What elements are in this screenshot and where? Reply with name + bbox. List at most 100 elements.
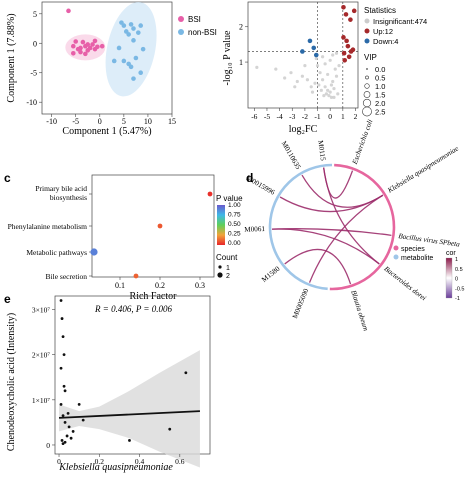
correlation-xtick-label: 0.6 (175, 457, 185, 466)
correlation-ytick-label: 3×10⁷ (32, 306, 50, 315)
chord-node-label: Bacteroides dorei (383, 265, 428, 303)
enrichment-category-label: Bile secretion (46, 272, 88, 281)
correlation-point (168, 427, 172, 431)
volcano-point-insignificant (319, 88, 323, 92)
volcano-point-up (341, 50, 347, 56)
volcano-point-up (348, 17, 353, 22)
cor-colorbar-tick: -0.5 (455, 286, 464, 292)
volcano-point-insignificant (305, 78, 310, 82)
volcano-point-insignificant (318, 71, 322, 75)
pca-xtick-label: 5 (122, 117, 126, 126)
pca-point-bsi (83, 51, 88, 57)
volcano-point-down (307, 38, 313, 44)
vip-legend-label: 1.5 (375, 91, 385, 100)
pca-point-bsi (78, 49, 83, 55)
enrichment-point (90, 248, 98, 256)
count-legend: Count 12 (216, 253, 238, 280)
enrichment-category-line: Primary bile acid (35, 184, 87, 193)
pca-point-bsi (87, 45, 93, 51)
pca-point-bsi (90, 42, 95, 47)
pca-xlabel: Component 1 (5.47%) (62, 126, 151, 137)
correlation-point (62, 384, 66, 388)
cor-colorbar-gradient (445, 257, 453, 299)
vip-legend-marker (365, 75, 369, 80)
correlation-point (77, 402, 81, 406)
chord-node-label: Blautia obeum (349, 289, 370, 332)
volcano-point-insignificant (331, 53, 335, 57)
correlation-ylabel: Chenodeoxycholic acid (Intensity) (6, 313, 17, 451)
volcano-point-up (351, 8, 357, 14)
volcano-point-insignificant (300, 74, 304, 78)
pvalue-colorbar-title: P value (216, 194, 243, 203)
vip-legend-marker (364, 83, 370, 89)
correlation-point (69, 436, 73, 440)
enrichment-xlabel: Rich Factor (130, 291, 178, 302)
pvalue-colorbar-tick: 0.25 (228, 231, 241, 238)
volcano-point-insignificant (314, 56, 318, 61)
enrichment-category-line: Bile secretion (46, 272, 88, 281)
enrichment-point (207, 191, 213, 197)
cor-colorbar-tick: -1 (455, 296, 460, 302)
enrichment-category-line: biosynthesis (50, 193, 87, 202)
pca-point-nonbsi (138, 23, 144, 28)
volcano-point-insignificant (289, 71, 293, 75)
chord-link (308, 194, 384, 283)
volcano-point-up (346, 54, 352, 60)
volcano-point-insignificant (295, 79, 299, 84)
legend-label-species: species (401, 246, 425, 253)
chord-arc-species (329, 163, 396, 291)
volcano-xtick-label: -5 (264, 112, 270, 121)
legend-label-down: Down:4 (373, 37, 398, 46)
volcano-point-insignificant (333, 67, 337, 71)
correlation-point (71, 430, 75, 433)
chord-node-label: Klebsiella quasipneumoniae (386, 144, 461, 195)
enrichment-xtick-label: 0.3 (195, 281, 205, 290)
correlation-point (128, 439, 131, 442)
pca-xtick-label: 15 (168, 117, 176, 126)
correlation-point (61, 335, 65, 339)
volcano-point-insignificant (320, 55, 325, 59)
volcano-ytick-label: 2 (239, 23, 243, 32)
pca-ytick-label: 0 (33, 39, 37, 48)
volcano-legend: Statistics Insignificant:474 Up:12 Down:… (362, 6, 427, 117)
chord-legend: species metabolite (393, 245, 433, 262)
correlation-panel: e 0 0.2 0.4 0.6 0 1×10⁷ 2×10⁷ 3×10⁷ R = 0.406,… (4, 292, 211, 473)
pca-point-nonbsi (135, 30, 141, 35)
volcano-xtick-label: -2 (302, 112, 308, 121)
pca-xtick-label: 10 (144, 117, 152, 126)
volcano-ylabel: -log₁₀ P value (222, 30, 233, 85)
correlation-point (59, 402, 63, 406)
chord-node-label: M1580 (260, 265, 282, 284)
pca-legend: BSI non-BSI (178, 15, 217, 37)
volcano-point-insignificant (323, 62, 327, 66)
correlation-fit-line (58, 410, 200, 419)
volcano-xtick-label: -4 (276, 112, 282, 121)
pca-point-nonbsi (133, 55, 139, 61)
count-legend-label: 2 (226, 273, 230, 280)
correlation-ytick-label: 1×10⁷ (32, 396, 50, 405)
vip-legend-title: VIP (364, 53, 377, 62)
correlation-point (59, 299, 63, 302)
volcano-point-insignificant (326, 72, 330, 77)
volcano-point-insignificant (315, 64, 320, 68)
correlation-annotation: R = 0.406, P = 0.006 (94, 304, 172, 314)
vip-legend-marker (362, 98, 372, 108)
panel-label-d: d (246, 171, 253, 185)
count-legend-marker (217, 272, 223, 278)
pvalue-colorbar-tick: 1.00 (228, 202, 241, 209)
vip-legend-label: 0.0 (375, 65, 385, 74)
pca-point-nonbsi (131, 38, 136, 43)
correlation-point (63, 421, 67, 424)
pvalue-colorbar-tick: 0.00 (228, 240, 241, 247)
pca-point-nonbsi (111, 58, 117, 64)
enrichment-category-label: Phenylalanine metabolism (8, 222, 88, 231)
volcano-point-insignificant (323, 85, 327, 89)
legend-marker-bsi (178, 16, 184, 22)
correlation-confidence-band (59, 350, 200, 468)
cor-colorbar: cor 1 0.5 0 -0.5 -1 (445, 250, 464, 302)
pca-point-nonbsi (128, 64, 134, 70)
correlation-point (65, 434, 69, 438)
correlation-point (60, 317, 64, 320)
vip-legend-label: 0.5 (375, 74, 385, 83)
chord-link (284, 248, 352, 285)
